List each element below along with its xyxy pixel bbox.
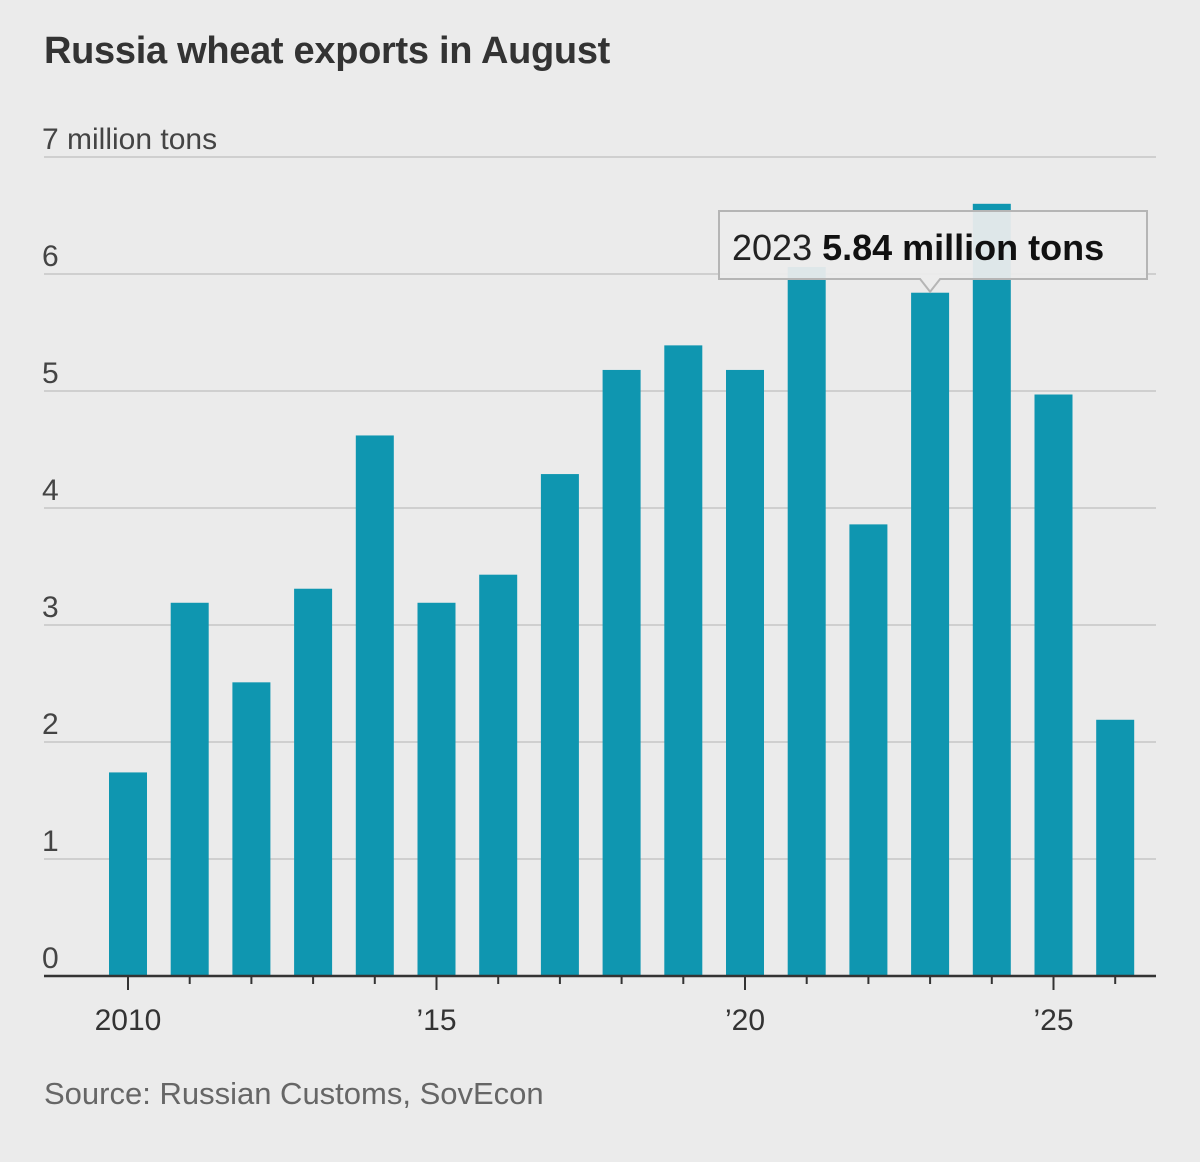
bar-2025 — [1034, 394, 1073, 976]
bar-2019 — [664, 345, 703, 976]
y-tick-label-0: 0 — [42, 942, 59, 975]
y-tick-label-2: 2 — [42, 708, 59, 741]
bar-2014 — [355, 435, 394, 977]
callout-text: 2023 5.84 million tons — [732, 227, 1104, 268]
bar-2017 — [540, 474, 579, 976]
y-tick-label-7: 7 million tons — [42, 123, 217, 156]
bar-2010 — [109, 772, 147, 976]
bars — [109, 203, 1135, 977]
y-tick-label-1: 1 — [42, 825, 59, 858]
y-tick-label-6: 6 — [42, 240, 59, 273]
bar-2018 — [602, 369, 641, 976]
x-tick-label-2025: ’25 — [1033, 1004, 1073, 1037]
y-tick-label-3: 3 — [42, 591, 59, 624]
bar-2012 — [232, 682, 271, 976]
source-note: Source: Russian Customs, SovEcon — [44, 1076, 544, 1111]
annotation-callout: 2023 5.84 million tons — [718, 210, 1148, 294]
bar-2020 — [726, 369, 764, 976]
x-tick-label-2010: 2010 — [95, 1004, 162, 1037]
chart-title: Russia wheat exports in August — [44, 30, 611, 72]
bar-2011 — [170, 602, 209, 976]
bar-2013 — [294, 588, 333, 976]
bar-2015 — [417, 602, 456, 976]
x-tick-label-2020: ’20 — [725, 1004, 765, 1037]
bar-2016 — [479, 574, 518, 976]
y-axis-ticks: 0 1 2 3 4 5 6 7 million tons — [42, 123, 217, 975]
x-axis: 2010 ’15 ’20 ’25 — [44, 974, 1156, 1037]
bar-2021 — [787, 266, 826, 977]
bar-2026 — [1096, 719, 1135, 976]
callout-value: 5.84 million tons — [822, 227, 1104, 268]
y-tick-label-5: 5 — [42, 357, 59, 390]
x-tick-label-2015: ’15 — [416, 1004, 456, 1037]
y-tick-label-4: 4 — [42, 474, 59, 507]
callout-year: 2023 — [732, 227, 822, 268]
bar-2023 — [911, 292, 950, 977]
callout-box — [718, 210, 1148, 294]
bar-2024 — [972, 203, 1011, 977]
bar-2022 — [849, 524, 888, 976]
